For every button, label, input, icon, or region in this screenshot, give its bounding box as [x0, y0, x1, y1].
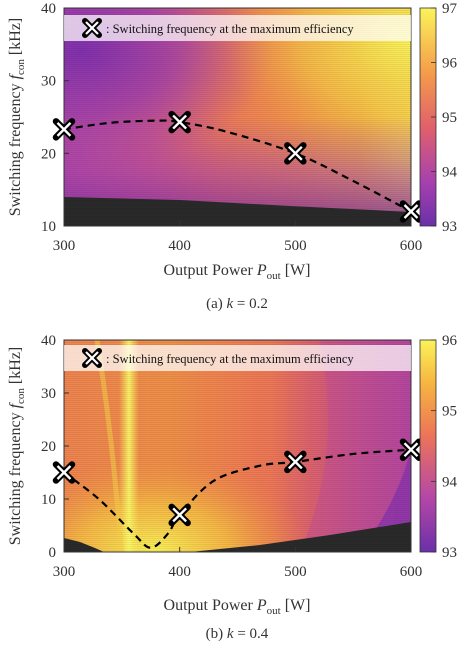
- x-axis-label-b: Output Power Pout [W]: [164, 597, 311, 617]
- colorbar-tick-label: 96: [442, 333, 458, 349]
- colorbar-tick-label: 93: [442, 219, 457, 235]
- max-efficiency-curve-a: [63, 119, 412, 213]
- colorbar-a: 93 94 95 96 97: [419, 1, 458, 235]
- x-tick-label: 500: [284, 238, 307, 254]
- legend-label-b: : Switching frequency at the maximum eff…: [106, 352, 354, 366]
- heatmap-a: [64, 8, 411, 226]
- colorbar-ticks-b: 93 94 95 96: [431, 333, 458, 561]
- y-tick-label: 0: [49, 545, 57, 561]
- caption-a: (a) k = 0.2: [206, 296, 268, 312]
- y-tick-label: 30: [41, 74, 56, 90]
- colorbar-tick-label: 94: [442, 165, 458, 181]
- x-ticks-b: 300 400 500 600: [53, 547, 423, 580]
- y-axis-label-b: Switching frequency fcon [kHz]: [7, 347, 27, 546]
- x-tick-label: 400: [168, 238, 191, 254]
- marker-point: [168, 503, 191, 527]
- marker-point: [52, 461, 76, 484]
- x-tick-label: 600: [400, 238, 423, 254]
- y-tick-label: 40: [41, 1, 56, 17]
- y-tick-label: 30: [41, 386, 56, 402]
- x-tick-label: 500: [284, 564, 307, 580]
- y-tick-label: 10: [41, 492, 56, 508]
- colorbar-ticks-a: 93 94 95 96 97: [431, 1, 458, 235]
- legend-marker-icon-a: [82, 18, 102, 38]
- colorbar-tick-label: 95: [442, 404, 457, 420]
- x-tick-label: 300: [53, 564, 76, 580]
- heatmap-b: [64, 340, 411, 552]
- x-tick-label: 600: [400, 564, 423, 580]
- x-tick-label: 400: [168, 564, 191, 580]
- colorbar-tick-label: 96: [442, 56, 458, 72]
- legend-label-a: : Switching frequency at the maximum eff…: [106, 22, 354, 36]
- curve-line: [63, 119, 412, 213]
- colorbar-tick-label: 93: [442, 545, 457, 561]
- y-ticks-b: 0 10 20 30 40: [41, 333, 69, 561]
- marker-point: [399, 200, 423, 223]
- marker-point: [168, 110, 191, 134]
- marker-point: [399, 438, 423, 461]
- max-efficiency-markers-b: [52, 438, 423, 527]
- max-efficiency-markers-a: [52, 110, 423, 223]
- x-axis-label-a: Output Power Pout [W]: [164, 262, 311, 282]
- y-tick-label: 20: [41, 439, 56, 455]
- y-axis-label-a: Switching frequency fcon [kHz]: [7, 18, 27, 217]
- marker-point: [52, 118, 76, 141]
- marker-point: [284, 450, 307, 474]
- y-ticks-a: 10 20 30 40: [41, 1, 69, 235]
- caption-b: (b) k = 0.4: [206, 626, 269, 642]
- x-ticks-a: 300 400 500 600: [53, 221, 423, 254]
- legend-marker-icon-b: [82, 348, 102, 368]
- y-tick-label: 40: [41, 333, 56, 349]
- chart-panel-b: : Switching frequency at the maximum eff…: [7, 333, 458, 642]
- colorbar-tick-label: 94: [442, 474, 458, 490]
- legend-b: : Switching frequency at the maximum eff…: [64, 345, 411, 371]
- colorbar-b: 93 94 95 96: [419, 333, 458, 561]
- colorbar-tick-label: 97: [442, 1, 458, 17]
- colorbar-tick-label: 95: [442, 110, 457, 126]
- y-tick-label: 20: [41, 146, 56, 162]
- chart-panel-a: : Switching frequency at the maximum eff…: [7, 1, 458, 312]
- y-tick-label: 10: [41, 219, 56, 235]
- legend-a: : Switching frequency at the maximum eff…: [64, 15, 411, 41]
- marker-point: [284, 142, 307, 165]
- x-tick-label: 300: [53, 238, 76, 254]
